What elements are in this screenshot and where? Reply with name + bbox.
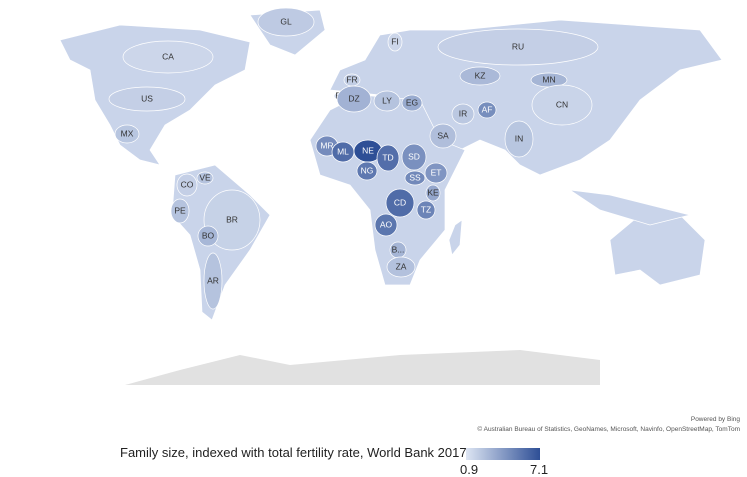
region-label: AO [380,219,393,229]
region-label: MR [320,140,333,150]
region [203,252,223,310]
region [404,170,426,186]
region-label: ET [431,167,442,177]
region [401,143,427,171]
region [196,171,214,185]
region-label: ZA [396,261,407,271]
region-label: PE [174,205,186,215]
region [376,144,400,172]
region [425,184,441,202]
region-label: SD [408,151,420,161]
region-label: NG [361,165,374,175]
region-label: SS [409,172,421,182]
region [477,101,497,119]
region-label: FI [391,36,399,46]
region-label: CO [181,179,194,189]
legend-scale [466,448,540,460]
region [257,7,315,37]
legend-title: Family size, indexed with total fertilit… [120,445,467,460]
region [401,94,423,112]
region-label: B... [392,244,405,254]
region [336,85,372,113]
attribution: © Australian Bureau of Statistics, GeoNa… [477,425,740,433]
region-label: MX [121,128,134,138]
region-label: BO [202,230,215,240]
region [197,225,219,247]
region-label: EG [406,97,418,107]
regions: GLCAUSMXFIFRESRUKZMNCNIRAFSAINEGLYDZMRML… [108,7,599,310]
legend-min: 0.9 [460,462,478,477]
region [356,161,378,181]
region-label: GL [280,16,292,26]
region [122,40,214,74]
region-label: KE [427,187,439,197]
region-label: AF [482,104,493,114]
region [373,90,401,112]
region-label: TZ [421,204,431,214]
region-label: NE [362,145,374,155]
region [374,213,398,237]
region [429,123,457,149]
region-label: BR [226,214,238,224]
region-label: MN [542,74,555,84]
region [386,256,416,278]
legend-max: 7.1 [530,462,548,477]
region [459,66,501,86]
region [170,198,190,224]
region [176,173,198,197]
region-label: DZ [348,93,359,103]
region-label: LY [382,95,392,105]
region-label: AR [207,275,219,285]
region-label: IN [515,133,524,143]
region-label: TD [382,152,393,162]
region-label: IR [459,108,468,118]
region-label: SA [437,130,449,140]
region [114,124,140,144]
region-label: US [141,93,153,103]
region [531,84,593,126]
region [108,86,186,112]
region [451,103,475,125]
region [416,200,436,220]
region-label: KZ [475,70,486,80]
region-label: CD [394,197,406,207]
region-label: CA [162,51,174,61]
powered-by: Powered by Bing [691,416,741,423]
region [424,162,448,184]
region [387,32,403,52]
region-label: RU [512,41,524,51]
region [385,188,415,218]
region-label: CN [556,99,568,109]
region-label: FR [346,74,357,84]
region [504,120,534,158]
region-label: VE [199,172,211,182]
region [437,28,599,66]
region-label: ML [337,146,349,156]
